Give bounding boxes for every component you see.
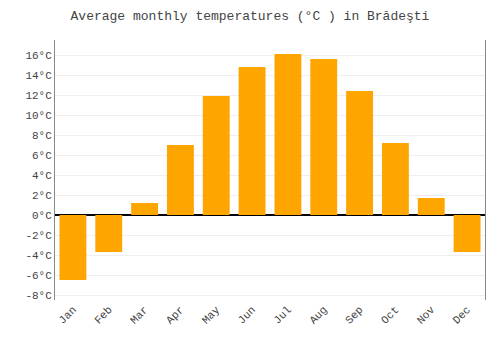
svg-text:Aug: Aug — [307, 304, 329, 326]
svg-text:8°C: 8°C — [32, 130, 52, 142]
svg-text:-6°C: -6°C — [25, 270, 52, 282]
svg-text:0°C: 0°C — [32, 210, 52, 222]
svg-text:Jul: Jul — [271, 304, 293, 326]
svg-text:12°C: 12°C — [25, 90, 52, 102]
svg-text:6°C: 6°C — [32, 150, 52, 162]
svg-text:Average monthly temperatures (: Average monthly temperatures (°C ) in Br… — [71, 9, 430, 24]
svg-text:14°C: 14°C — [25, 70, 52, 82]
svg-text:4°C: 4°C — [32, 170, 52, 182]
svg-text:Sep: Sep — [343, 304, 365, 326]
svg-text:May: May — [200, 304, 223, 327]
svg-text:-2°C: -2°C — [25, 230, 52, 242]
svg-text:Oct: Oct — [379, 304, 401, 326]
svg-text:Jun: Jun — [236, 304, 258, 326]
svg-text:10°C: 10°C — [25, 110, 52, 122]
svg-text:2°C: 2°C — [32, 190, 52, 202]
svg-text:Mar: Mar — [128, 304, 150, 326]
svg-text:16°C: 16°C — [25, 50, 52, 62]
svg-text:Feb: Feb — [92, 304, 114, 326]
svg-text:Jan: Jan — [56, 304, 78, 326]
svg-text:Nov: Nov — [415, 304, 438, 327]
svg-text:Apr: Apr — [164, 304, 186, 326]
svg-text:-4°C: -4°C — [25, 250, 52, 262]
svg-text:Dec: Dec — [451, 304, 473, 326]
svg-text:-8°C: -8°C — [25, 290, 52, 302]
